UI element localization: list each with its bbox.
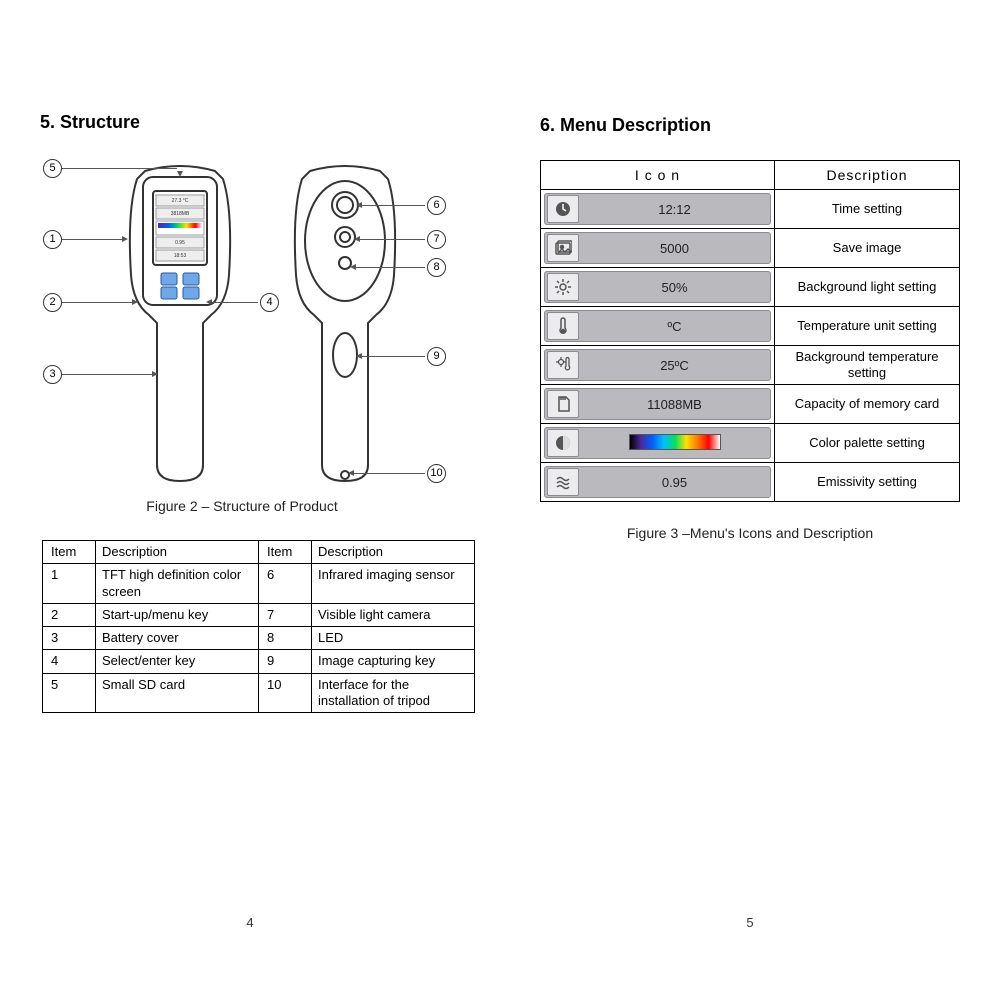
page-number-right: 5 <box>500 915 1000 930</box>
svg-text:18:53: 18:53 <box>174 253 187 259</box>
menu-pill-palette <box>544 427 771 459</box>
callout-10: 10 <box>427 464 446 483</box>
svg-text:27.3 °C: 27.3 °C <box>172 198 189 204</box>
device-back-drawing <box>280 165 410 485</box>
menu-desc-clock: Time setting <box>775 190 960 229</box>
svg-text:3818MB: 3818MB <box>171 211 190 217</box>
sd-icon <box>547 390 579 418</box>
callout-5: 5 <box>43 159 62 178</box>
thermo-icon <box>547 312 579 340</box>
menu-value-sd: 11088MB <box>579 397 770 412</box>
callout-8: 8 <box>427 258 446 277</box>
menu-value-bgtemp: 25ºC <box>579 358 770 373</box>
menu-pill-sd: 11088MB <box>544 388 771 420</box>
section-6-heading: 6. Menu Description <box>540 115 711 136</box>
menu-value-clock: 12:12 <box>579 202 770 217</box>
menu-desc-sd: Capacity of memory card <box>775 385 960 424</box>
menu-desc-bgtemp: Background temperature setting <box>775 346 960 385</box>
bgtemp-icon <box>547 351 579 379</box>
menu-desc-thermo: Temperature unit setting <box>775 307 960 346</box>
menu-pill-image: 5000 <box>544 232 771 264</box>
figure-2-caption: Figure 2 – Structure of Product <box>42 498 442 514</box>
callout-1: 1 <box>43 230 62 249</box>
emissivity-icon <box>547 468 579 496</box>
menu-value-thermo: ºC <box>579 319 770 334</box>
sun-icon <box>547 273 579 301</box>
palette-icon <box>547 429 579 457</box>
clock-icon <box>547 195 579 223</box>
page-number-left: 4 <box>0 915 500 930</box>
menu-value-sun: 50% <box>579 280 770 295</box>
callout-2: 2 <box>43 293 62 312</box>
menu-value-emissivity: 0.95 <box>579 475 770 490</box>
figure-3-caption: Figure 3 –Menu's Icons and Description <box>540 525 960 541</box>
menu-desc-sun: Background light setting <box>775 268 960 307</box>
image-icon <box>547 234 579 262</box>
menu-icon-table: I c o n Description 12:12Time setting500… <box>540 160 960 502</box>
callout-6: 6 <box>427 196 446 215</box>
svg-text:0.95: 0.95 <box>175 240 185 246</box>
callout-9: 9 <box>427 347 446 366</box>
menu-value-image: 5000 <box>579 241 770 256</box>
menu-pill-sun: 50% <box>544 271 771 303</box>
callout-4: 4 <box>260 293 279 312</box>
menu-value-palette <box>579 434 770 453</box>
menu-pill-bgtemp: 25ºC <box>544 349 771 381</box>
callout-7: 7 <box>427 230 446 249</box>
menu-desc-image: Save image <box>775 229 960 268</box>
callout-3: 3 <box>43 365 62 384</box>
menu-desc-emissivity: Emissivity setting <box>775 463 960 502</box>
menu-pill-clock: 12:12 <box>544 193 771 225</box>
structure-parts-table: Item Description Item Description 1 TFT … <box>42 540 475 713</box>
device-front-drawing: 27.3 °C 3818MB 0.95 18:53 <box>115 165 245 485</box>
menu-pill-emissivity: 0.95 <box>544 466 771 498</box>
menu-desc-palette: Color palette setting <box>775 424 960 463</box>
section-5-heading: 5. Structure <box>40 112 140 133</box>
menu-pill-thermo: ºC <box>544 310 771 342</box>
